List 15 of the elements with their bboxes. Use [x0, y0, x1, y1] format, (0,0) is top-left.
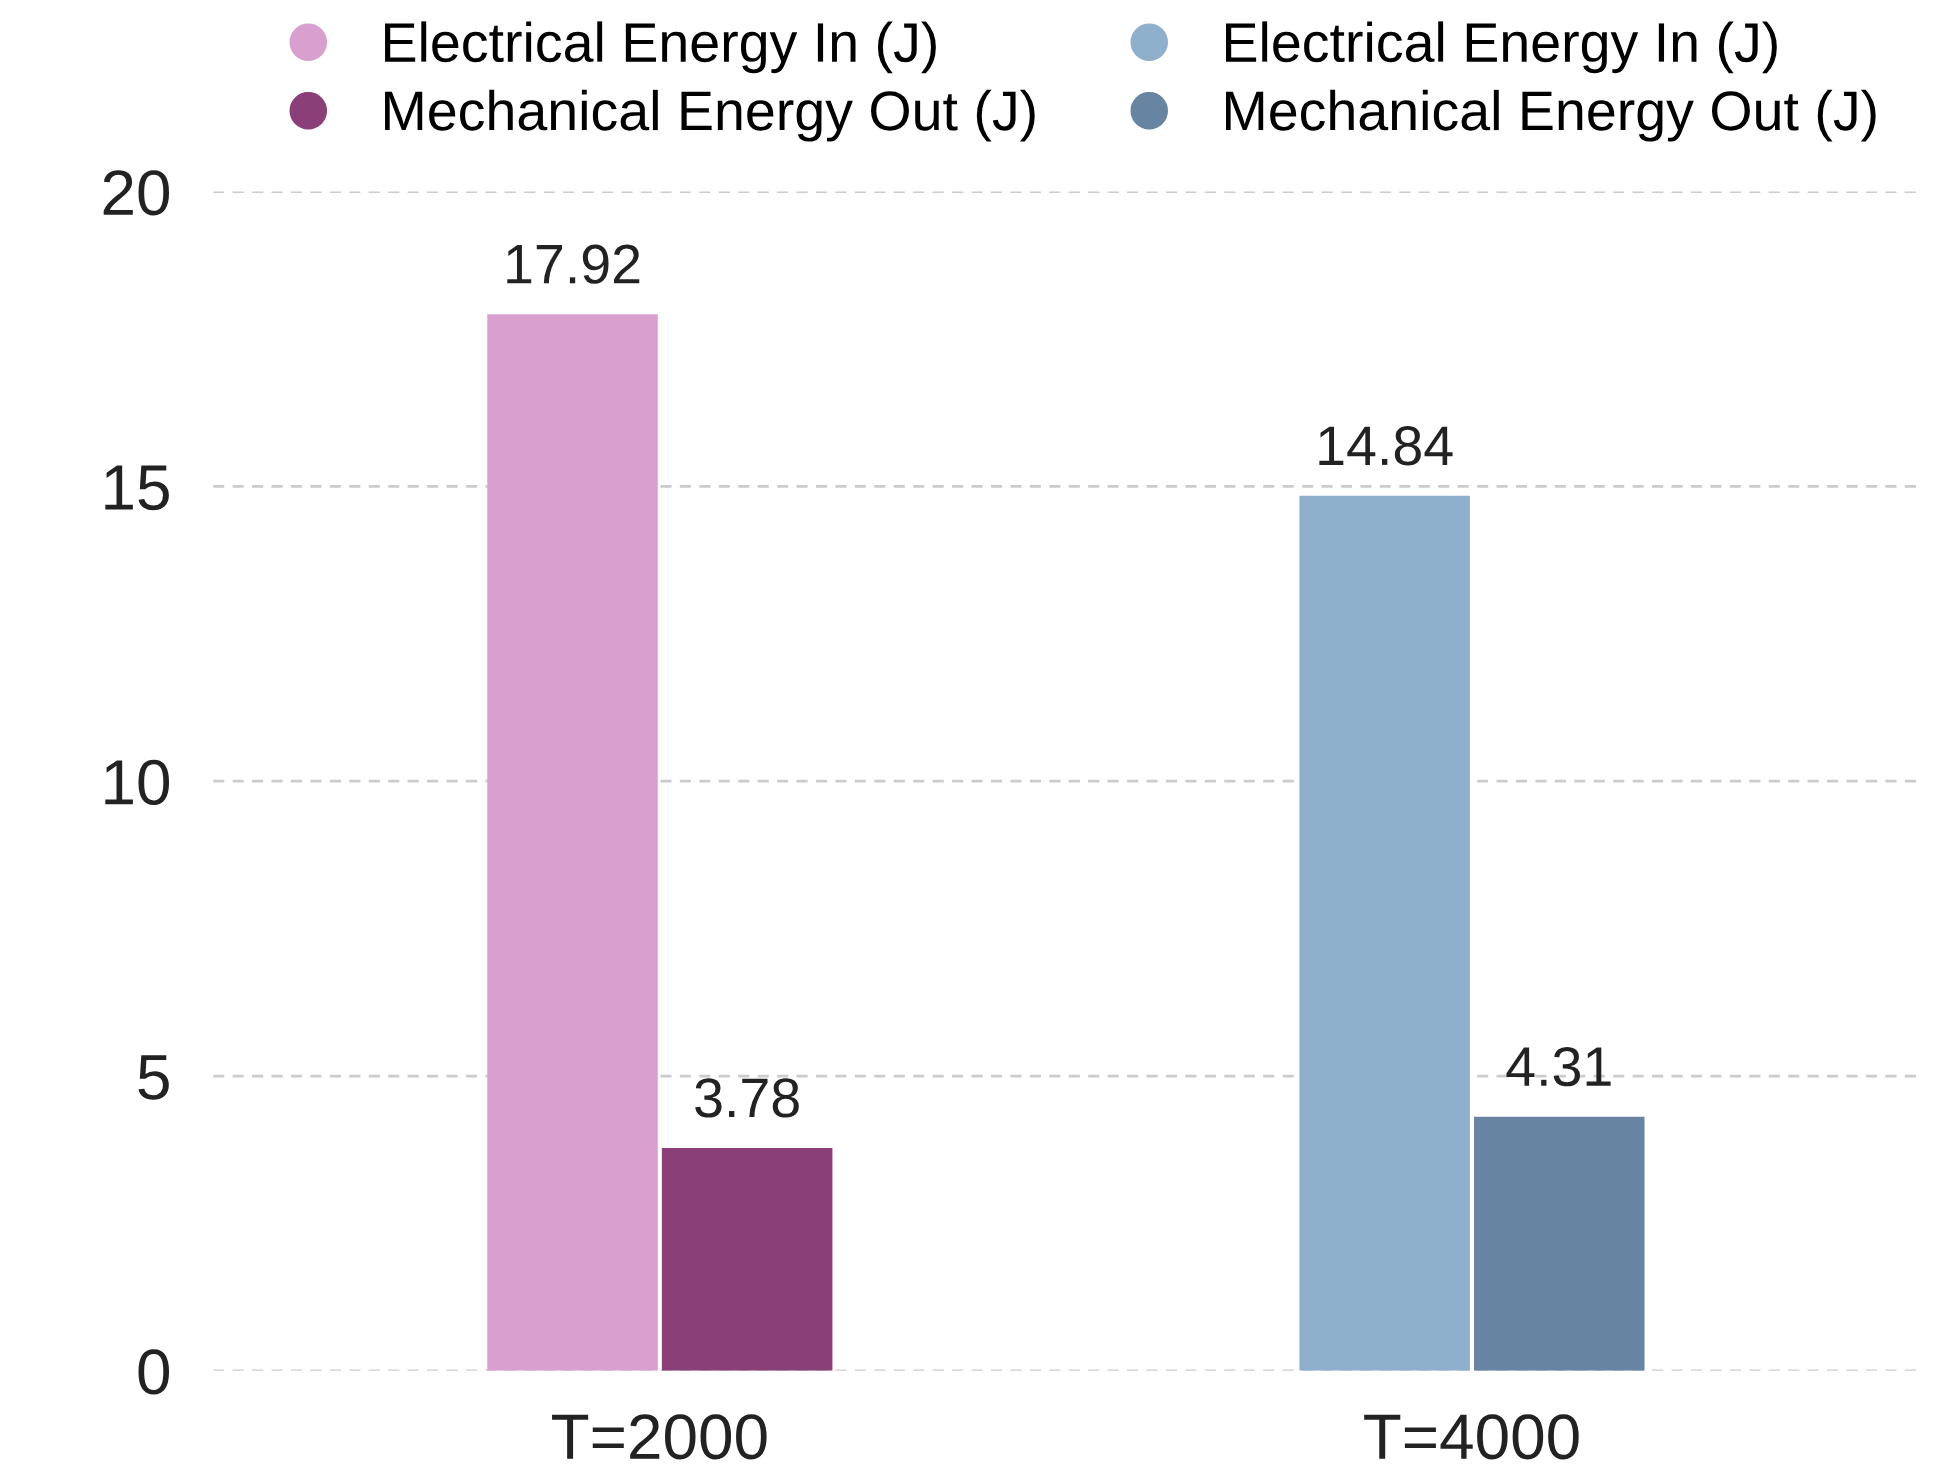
legend-label: Mechanical Energy Out (J): [385, 89, 1035, 142]
y-tick-label: 10: [105, 759, 170, 805]
legend-label: Mechanical Energy Out (J): [1226, 89, 1876, 142]
y-tick-label: 20: [103, 170, 170, 216]
x-tick-label: T=4000: [1364, 1414, 1579, 1460]
data-label: 3.78: [695, 1078, 799, 1118]
y-tick-label: 15: [105, 465, 169, 511]
y-tick-label: 5: [138, 1055, 169, 1100]
legend-label: Electrical Energy In (J): [1226, 21, 1777, 74]
y-tick-label: 0: [138, 1349, 170, 1395]
legend-label: Electrical Energy In (J): [385, 21, 936, 74]
data-label: 17.92: [507, 244, 640, 284]
data-label: 4.31: [1506, 1046, 1611, 1087]
data-label: 14.84: [1319, 426, 1453, 466]
x-tick-label: T=2000: [552, 1414, 767, 1460]
